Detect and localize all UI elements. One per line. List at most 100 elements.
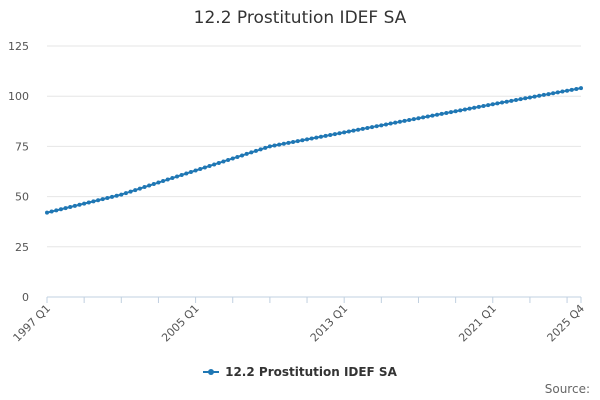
points-layer (45, 86, 583, 215)
data-point (198, 166, 203, 171)
data-point (170, 176, 175, 181)
data-point (114, 193, 119, 198)
data-point (509, 98, 514, 103)
legend-label: 12.2 Prostitution IDEF SA (225, 365, 397, 379)
data-point (374, 124, 379, 129)
data-point (295, 139, 300, 144)
data-point (481, 103, 486, 108)
data-point (128, 189, 133, 194)
data-point (388, 121, 393, 126)
data-point (421, 115, 426, 120)
x-tick-label: 2025 Q4 (545, 302, 588, 345)
data-point (383, 122, 388, 127)
data-point (513, 98, 518, 102)
data-point (411, 117, 416, 122)
data-point (188, 170, 193, 174)
legend-swatch (203, 366, 220, 378)
data-point (444, 111, 449, 116)
data-point (476, 104, 481, 109)
data-point (226, 157, 231, 162)
data-point (305, 137, 310, 142)
data-point (291, 140, 296, 145)
data-point (579, 86, 583, 91)
data-point (504, 99, 509, 104)
gridlines (47, 45, 581, 248)
source-label: Source: (544, 382, 590, 396)
data-point (193, 168, 198, 173)
data-point (300, 138, 305, 143)
data-point (430, 113, 435, 118)
data-point (110, 194, 115, 199)
data-point (351, 128, 356, 133)
data-point (91, 199, 96, 204)
data-point (495, 101, 500, 106)
x-tick-label: 2021 Q1 (456, 302, 499, 345)
data-point (96, 198, 101, 203)
data-point (230, 156, 235, 161)
data-point (574, 87, 579, 92)
legend-dot-marker (208, 369, 215, 375)
chart-title: 12.2 Prostitution IDEF SA (193, 8, 407, 28)
data-point (527, 95, 532, 100)
y-tick-label: 75 (15, 140, 29, 153)
data-point (263, 145, 268, 150)
data-point (258, 147, 263, 152)
data-point (407, 118, 412, 123)
data-point (156, 180, 161, 185)
data-point (565, 88, 570, 93)
data-point (342, 130, 347, 135)
data-point (235, 154, 240, 159)
data-point (221, 159, 226, 164)
data-point (402, 118, 407, 123)
data-point (555, 90, 560, 95)
data-point (532, 94, 537, 99)
data-point (370, 125, 375, 130)
data-point (137, 186, 142, 191)
data-point (105, 195, 110, 200)
x-tick-label: 2005 Q1 (159, 302, 202, 345)
data-point (472, 105, 477, 110)
data-point (72, 203, 77, 208)
x-tick-label: 2013 Q1 (308, 302, 351, 345)
data-point (328, 132, 333, 137)
data-point (240, 153, 245, 158)
data-point (86, 200, 91, 205)
data-point (439, 111, 444, 116)
data-point (82, 201, 87, 206)
data-point (379, 123, 384, 128)
data-point (267, 144, 272, 149)
x-tick-label: 1997 Q1 (11, 302, 54, 345)
y-tick-label: 50 (15, 191, 29, 204)
data-point (490, 102, 495, 107)
y-tick-label: 125 (8, 40, 29, 53)
data-point (100, 197, 105, 202)
y-tick-label: 100 (8, 90, 29, 103)
data-point (207, 163, 212, 168)
data-point (318, 134, 323, 139)
data-point (467, 106, 472, 111)
data-point (337, 131, 342, 136)
legend[interactable]: 12.2 Prostitution IDEF SA (0, 365, 600, 381)
data-point (314, 135, 319, 140)
data-point (346, 129, 351, 134)
data-point (49, 209, 54, 214)
y-tick-label: 0 (22, 291, 29, 304)
data-point (63, 206, 68, 211)
data-point (68, 205, 73, 210)
data-point (147, 183, 152, 188)
data-point (179, 173, 184, 178)
data-point (393, 120, 398, 125)
data-point (309, 136, 314, 141)
data-point (133, 188, 138, 193)
data-point (323, 133, 328, 138)
data-point (518, 97, 523, 102)
data-point (416, 116, 421, 121)
data-point (184, 171, 189, 176)
data-point (435, 112, 440, 117)
data-point (500, 100, 505, 105)
data-point (175, 174, 180, 179)
data-point (448, 110, 453, 115)
data-point (537, 93, 542, 98)
data-point (569, 87, 574, 92)
y-tick-label: 25 (15, 241, 29, 254)
